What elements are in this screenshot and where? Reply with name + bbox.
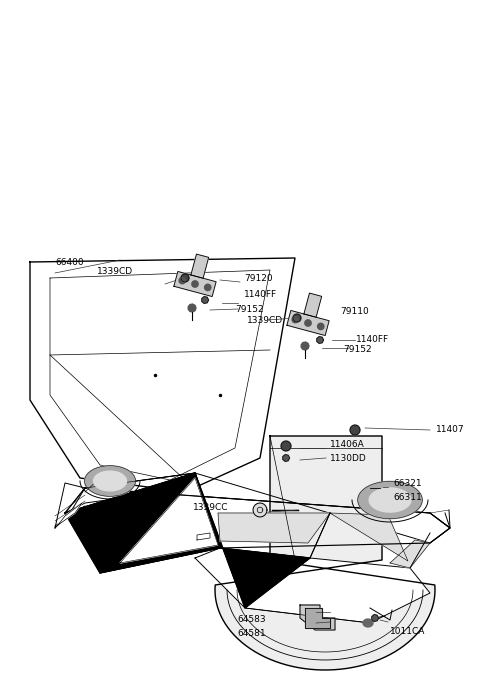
Polygon shape xyxy=(304,293,322,317)
Polygon shape xyxy=(181,274,189,282)
Polygon shape xyxy=(55,483,85,528)
Text: 64583: 64583 xyxy=(237,614,265,623)
Text: 1339CC: 1339CC xyxy=(193,502,228,511)
Polygon shape xyxy=(202,297,208,303)
Text: 11407: 11407 xyxy=(436,424,465,433)
Polygon shape xyxy=(204,284,211,290)
Text: 64581: 64581 xyxy=(237,629,265,638)
Polygon shape xyxy=(85,473,450,543)
Polygon shape xyxy=(283,455,289,462)
Polygon shape xyxy=(58,503,82,525)
Polygon shape xyxy=(218,513,330,543)
Text: 1011CA: 1011CA xyxy=(390,627,425,636)
Polygon shape xyxy=(65,473,220,573)
Text: 1140FF: 1140FF xyxy=(356,334,389,343)
Polygon shape xyxy=(253,503,267,517)
Polygon shape xyxy=(300,605,335,630)
Text: 1140FF: 1140FF xyxy=(244,290,277,299)
Polygon shape xyxy=(65,473,195,513)
Text: 1339CD: 1339CD xyxy=(247,316,283,325)
Polygon shape xyxy=(358,482,422,519)
Polygon shape xyxy=(363,619,373,627)
Polygon shape xyxy=(215,436,435,670)
Text: 79152: 79152 xyxy=(343,345,372,354)
Polygon shape xyxy=(174,272,216,297)
Polygon shape xyxy=(179,277,185,283)
Polygon shape xyxy=(195,548,430,623)
Polygon shape xyxy=(292,316,299,323)
Polygon shape xyxy=(350,425,360,435)
Polygon shape xyxy=(281,441,291,451)
Polygon shape xyxy=(192,281,198,287)
Text: 1339CD: 1339CD xyxy=(97,266,133,275)
Polygon shape xyxy=(317,336,324,343)
Polygon shape xyxy=(195,473,310,608)
Polygon shape xyxy=(369,488,411,512)
Polygon shape xyxy=(330,513,408,561)
Text: 11406A: 11406A xyxy=(330,440,365,449)
Text: 66400: 66400 xyxy=(55,257,84,266)
Polygon shape xyxy=(188,304,196,312)
Polygon shape xyxy=(30,258,295,492)
Polygon shape xyxy=(301,342,309,350)
Polygon shape xyxy=(390,540,430,568)
Polygon shape xyxy=(191,254,209,278)
Polygon shape xyxy=(372,614,379,621)
Text: 1130DD: 1130DD xyxy=(330,453,367,462)
Polygon shape xyxy=(305,608,330,628)
Polygon shape xyxy=(287,310,329,336)
Polygon shape xyxy=(318,323,324,330)
Polygon shape xyxy=(94,471,127,491)
Polygon shape xyxy=(197,533,210,540)
Polygon shape xyxy=(120,478,218,563)
Text: 79152: 79152 xyxy=(235,305,264,314)
Text: 66311: 66311 xyxy=(393,493,422,502)
Text: 79110: 79110 xyxy=(340,306,369,316)
Text: 66321: 66321 xyxy=(393,478,421,488)
Polygon shape xyxy=(293,314,301,322)
Polygon shape xyxy=(84,466,135,496)
Text: 79120: 79120 xyxy=(244,274,273,283)
Polygon shape xyxy=(305,320,311,326)
